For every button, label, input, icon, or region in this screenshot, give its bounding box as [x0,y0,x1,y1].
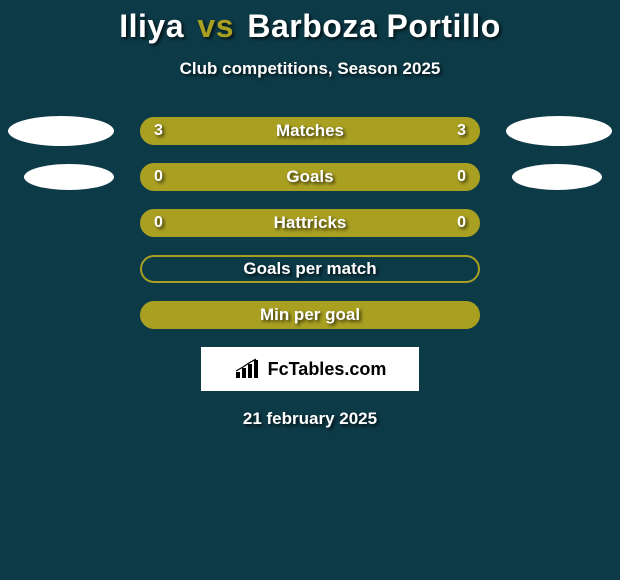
stat-row-goals-per-match: Goals per match [0,255,620,283]
stat-value-right: 3 [457,122,466,140]
oval-right-icon [506,116,612,146]
oval-left-icon [8,116,114,146]
logo-text: FcTables.com [268,359,387,380]
logo-box: FcTables.com [201,347,419,391]
stat-row-hattricks: 0 Hattricks 0 [0,209,620,237]
stat-label: Goals per match [243,259,376,279]
stat-label: Goals [286,167,333,187]
date-label: 21 february 2025 [243,409,377,429]
stat-row-goals: 0 Goals 0 [0,163,620,191]
comparison-card: Iliya vs Barboza Portillo Club competiti… [0,0,620,429]
stat-label: Matches [276,121,344,141]
oval-right-icon [512,164,602,190]
player2-name: Barboza Portillo [247,8,500,44]
stat-row-matches: 3 Matches 3 [0,117,620,145]
stat-bar: 0 Goals 0 [140,163,480,191]
stat-value-left: 0 [154,168,163,186]
oval-left-icon [24,164,114,190]
stat-bar: 0 Hattricks 0 [140,209,480,237]
vs-text: vs [197,8,234,44]
fctables-bars-icon [234,358,264,380]
stats-rows: 3 Matches 3 0 Goals 0 0 Hattricks 0 [0,117,620,329]
stat-value-left: 3 [154,122,163,140]
stat-label: Hattricks [274,213,347,233]
player1-name: Iliya [119,8,184,44]
page-title: Iliya vs Barboza Portillo [119,8,501,45]
stat-label: Min per goal [260,305,360,325]
stat-bar: 3 Matches 3 [140,117,480,145]
stat-row-min-per-goal: Min per goal [0,301,620,329]
subtitle: Club competitions, Season 2025 [180,59,441,79]
stat-value-left: 0 [154,214,163,232]
stat-bar: Goals per match [140,255,480,283]
stat-bar: Min per goal [140,301,480,329]
stat-value-right: 0 [457,168,466,186]
stat-value-right: 0 [457,214,466,232]
